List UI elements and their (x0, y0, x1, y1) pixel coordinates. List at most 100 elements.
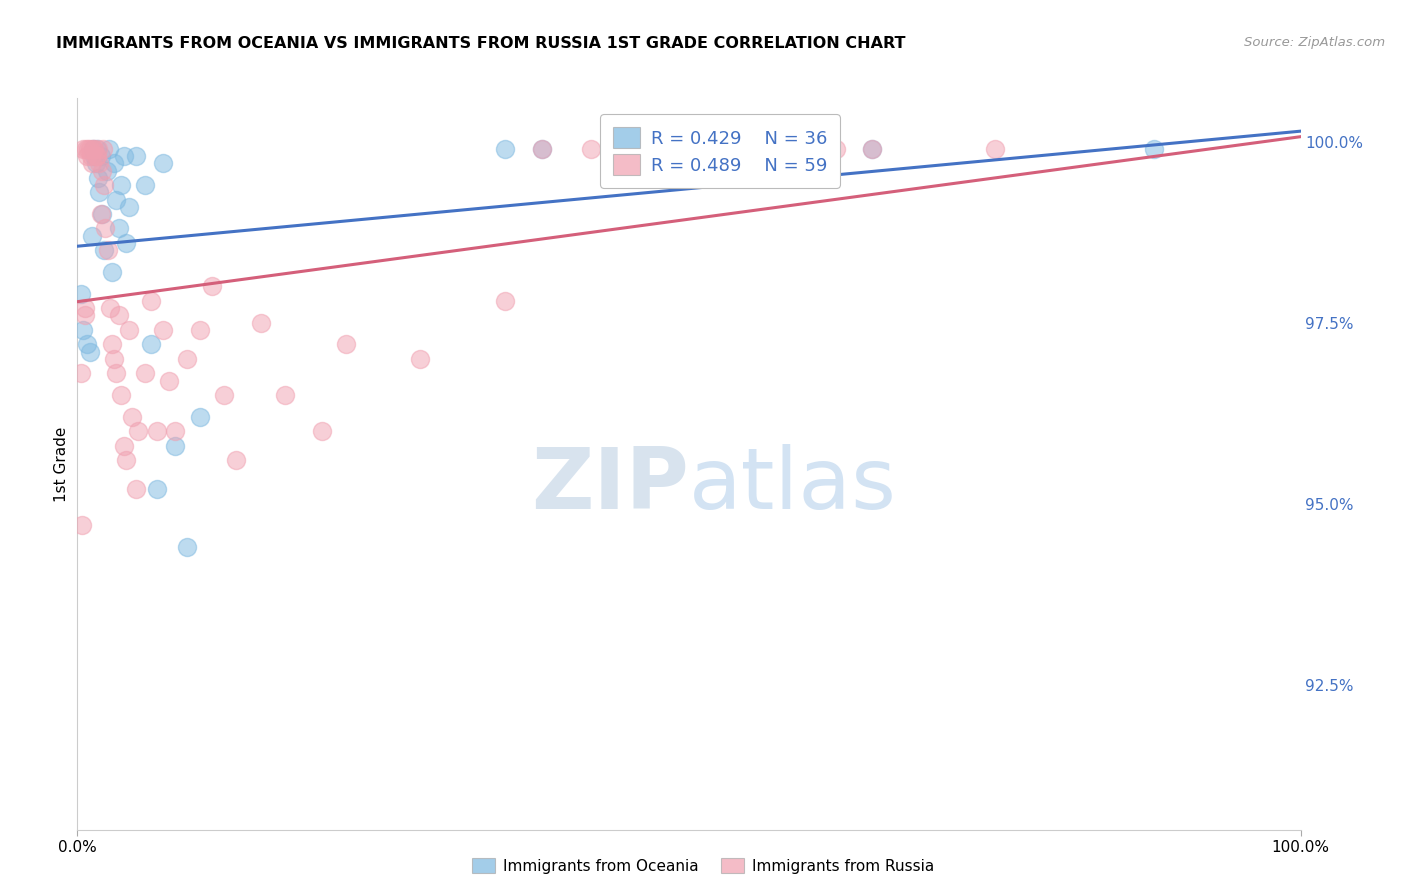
Point (112, 149, 135, 163)
Point (188, 409, 211, 424)
Point (139, 337, 162, 351)
Point (80, 228, 103, 243)
Point (90, 163, 112, 178)
Point (73, 301, 96, 315)
Point (678, 142, 700, 156)
Point (90, 207, 112, 221)
Point (80, 149, 103, 163)
Point (72, 142, 94, 156)
Point (97, 243, 120, 257)
Point (115, 235, 138, 250)
Point (90, 207, 112, 221)
Point (98, 301, 121, 315)
Point (1143, 142, 1166, 156)
Point (82, 142, 104, 156)
Point (862, 142, 884, 156)
Point (72, 323, 94, 337)
Point (90, 149, 112, 163)
Point (311, 424, 333, 438)
Point (87, 142, 110, 156)
Point (110, 178, 132, 192)
Point (93, 243, 115, 257)
Point (82, 142, 104, 156)
Point (76, 149, 98, 163)
Point (96, 163, 118, 178)
Point (84, 149, 107, 163)
Point (91, 142, 114, 156)
Point (93, 178, 115, 192)
Point (70, 367, 93, 381)
Point (495, 142, 517, 156)
Point (165, 439, 187, 453)
Point (495, 293, 517, 308)
Point (335, 337, 357, 351)
Point (87, 170, 110, 185)
Point (146, 424, 169, 438)
Legend: Immigrants from Oceania, Immigrants from Russia: Immigrants from Oceania, Immigrants from… (465, 852, 941, 880)
Text: IMMIGRANTS FROM OCEANIA VS IMMIGRANTS FROM RUSSIA 1ST GRADE CORRELATION CHART: IMMIGRANTS FROM OCEANIA VS IMMIGRANTS FR… (56, 36, 905, 51)
Point (188, 323, 211, 337)
Point (128, 424, 150, 438)
Point (409, 351, 432, 366)
Point (112, 439, 135, 453)
Point (212, 388, 235, 402)
Point (73, 309, 96, 323)
Point (76, 337, 98, 351)
Point (824, 142, 846, 156)
Point (86, 142, 108, 156)
Point (105, 193, 128, 207)
Point (89, 186, 111, 200)
Point (70, 286, 93, 301)
Point (531, 142, 554, 156)
Point (100, 265, 122, 279)
Point (157, 374, 180, 388)
Y-axis label: 1st Grade: 1st Grade (53, 426, 69, 501)
Point (70, 518, 93, 533)
Point (139, 293, 162, 308)
Text: Source: ZipAtlas.com: Source: ZipAtlas.com (1244, 36, 1385, 49)
Point (121, 409, 143, 424)
Point (80, 156, 103, 170)
Point (176, 540, 198, 554)
Point (103, 351, 125, 366)
Point (225, 453, 247, 467)
Legend: R = 0.429    N = 36, R = 0.489    N = 59: R = 0.429 N = 36, R = 0.489 N = 59 (600, 114, 839, 188)
Point (118, 323, 141, 337)
Point (152, 156, 174, 170)
Text: atlas: atlas (689, 444, 897, 527)
Point (103, 156, 125, 170)
Point (118, 200, 141, 214)
Point (125, 149, 148, 163)
Point (79, 142, 101, 156)
Point (176, 351, 198, 366)
Point (98, 142, 121, 156)
Point (146, 482, 169, 496)
Point (105, 367, 128, 381)
Point (86, 149, 108, 163)
Point (201, 279, 224, 293)
Point (79, 344, 101, 359)
Point (134, 178, 156, 192)
Point (77, 142, 100, 156)
Point (134, 367, 156, 381)
Point (84, 156, 107, 170)
Point (83, 149, 105, 163)
Point (108, 309, 131, 323)
Point (250, 316, 273, 330)
Point (108, 221, 131, 235)
Text: ZIP: ZIP (531, 444, 689, 527)
Point (274, 388, 297, 402)
Point (115, 453, 138, 467)
Point (531, 142, 554, 156)
Point (89, 156, 111, 170)
Point (165, 424, 187, 438)
Point (110, 388, 132, 402)
Point (579, 142, 602, 156)
Point (75, 142, 97, 156)
Point (152, 323, 174, 337)
Point (83, 142, 105, 156)
Point (125, 482, 148, 496)
Point (94, 221, 117, 235)
Point (984, 142, 1007, 156)
Point (740, 142, 762, 156)
